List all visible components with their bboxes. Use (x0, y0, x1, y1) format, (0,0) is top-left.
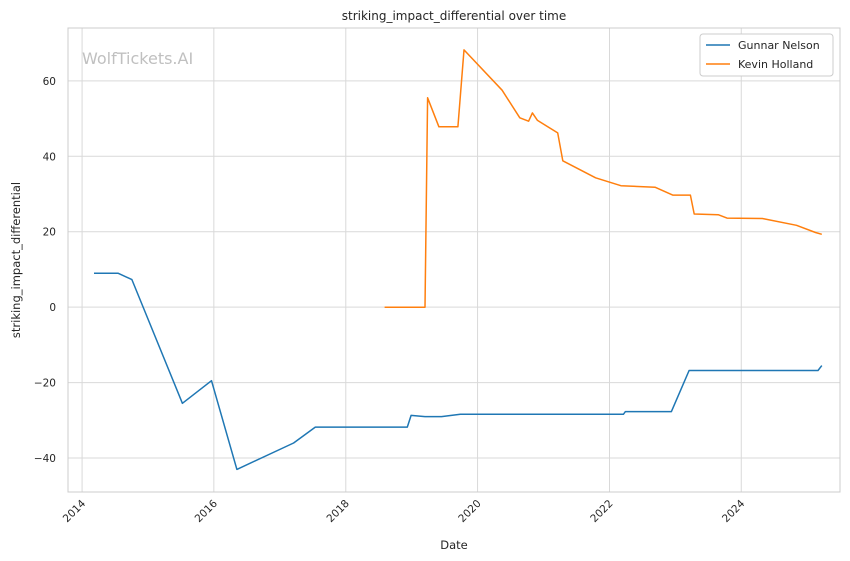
y-tick-label: 40 (43, 151, 56, 163)
y-axis-ticks: −40 −20 0 20 40 60 (34, 76, 56, 465)
legend: Gunnar Nelson Kevin Holland (699, 33, 834, 77)
series-line-gunnar-nelson (94, 272, 823, 471)
series-lines (94, 49, 823, 471)
y-tick-label: 0 (49, 302, 56, 314)
y-tick-label: 20 (43, 227, 56, 239)
y-tick-label: −40 (34, 453, 56, 465)
y-tick-label: 60 (43, 76, 56, 88)
watermark-text: WolfTickets.AI (82, 49, 193, 68)
y-axis-label: striking_impact_differential (9, 182, 23, 338)
chart-title: striking_impact_differential over time (342, 9, 567, 23)
y-tick-label: −20 (34, 378, 56, 390)
plot-area-frame (67, 27, 841, 493)
grid-lines (68, 28, 840, 492)
series-line-kevin-holland (384, 49, 823, 308)
legend-label-kevin-holland: Kevin Holland (738, 58, 813, 71)
legend-box (699, 33, 834, 77)
x-axis-label: Date (440, 538, 468, 552)
legend-label-gunnar-nelson: Gunnar Nelson (738, 39, 820, 52)
